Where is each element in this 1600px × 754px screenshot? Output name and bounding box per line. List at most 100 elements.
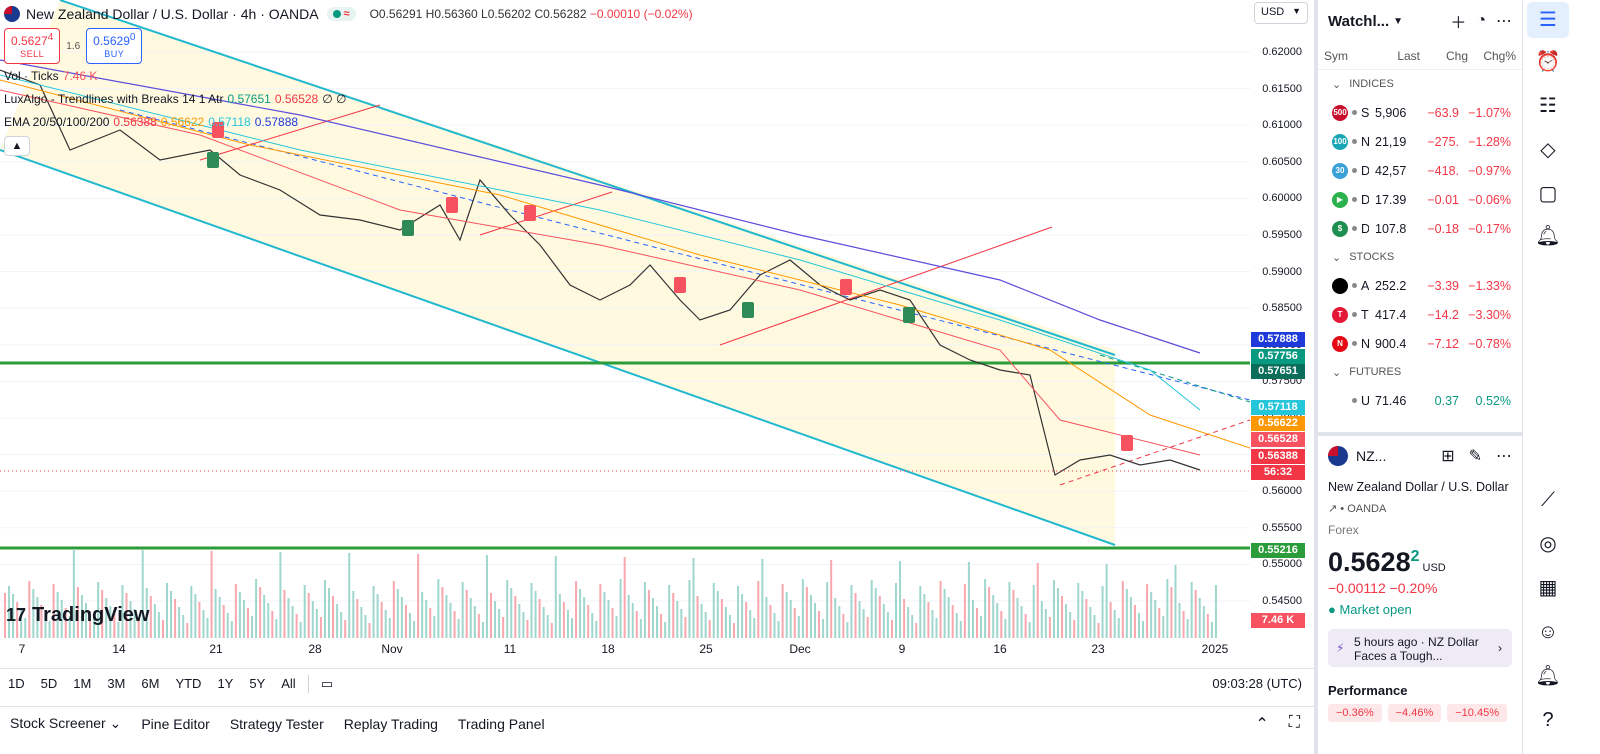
details-exchange[interactable]: ↗ • OANDA — [1328, 502, 1512, 515]
watchlist-icon[interactable]: ☰ — [1527, 2, 1569, 38]
volume-bar — [643, 582, 646, 638]
details-symbol[interactable]: NZ... — [1356, 448, 1387, 464]
chevron-up-icon[interactable]: ⌃ — [1255, 715, 1269, 733]
maximize-icon[interactable]: ⛶ — [1288, 713, 1300, 731]
watchlist-row[interactable]: N N 900.4 −7.12 −0.78% — [1318, 329, 1522, 358]
tab-strategy-tester[interactable]: Strategy Tester — [229, 715, 324, 732]
volume-bar — [425, 600, 428, 638]
volume-bar — [870, 580, 873, 638]
column-header[interactable]: Chg% — [1483, 48, 1516, 63]
volume-bar — [980, 616, 983, 638]
volume-bar — [967, 562, 970, 638]
details-price-main: 0.5628 — [1328, 547, 1411, 577]
symbol-title[interactable]: New Zealand Dollar / U.S. Dollar · 4h · … — [26, 6, 319, 22]
watchlist-row[interactable]: T T 417.4 −14.2 −3.30% — [1318, 300, 1522, 329]
volume-bar — [32, 589, 35, 638]
utc-clock[interactable]: 09:03:28 (UTC) — [1212, 676, 1302, 691]
indicator-volume[interactable]: Vol · Ticks 7.46 K — [4, 69, 97, 83]
watchlist-row[interactable]: US 71.46 0.37 0.52% — [1318, 386, 1522, 415]
watchlist-title[interactable]: Watchl... ▼ — [1328, 13, 1403, 30]
range-6m[interactable]: 6M — [141, 676, 160, 691]
people-icon[interactable]: ☺ — [1537, 621, 1559, 643]
market-status-pill[interactable]: ≈ — [326, 7, 356, 21]
help-icon[interactable]: ? — [1542, 709, 1554, 731]
range-1d[interactable]: 1D — [8, 676, 25, 691]
column-header[interactable]: Sym — [1324, 48, 1348, 63]
range-1m[interactable]: 1M — [73, 676, 92, 691]
column-header[interactable]: Last — [1397, 48, 1420, 63]
watchlist-row[interactable]: $ DX 107.8 −0.18 −0.17% — [1318, 214, 1522, 243]
currency-select[interactable]: USD ▼ — [1254, 2, 1308, 24]
section-stocks[interactable]: ⌄ STOCKS — [1318, 243, 1522, 271]
tab-replay-trading[interactable]: Replay Trading — [343, 715, 438, 732]
volume-bar — [384, 610, 387, 638]
volume-bar — [36, 597, 39, 638]
tab-trading-panel[interactable]: Trading Panel — [457, 715, 545, 732]
volume-bar — [1036, 563, 1039, 638]
section-futures[interactable]: ⌄ FUTURES — [1318, 358, 1522, 386]
watchlist-row[interactable]: 30 D 42,57 −418. −0.97% — [1318, 156, 1522, 185]
watchlist-panel: Watchl... ▼ ＋ ◔ ⋯ Sym Last Chg Chg% ⌄ INDICES… — [1314, 0, 1522, 754]
object-tree-icon[interactable]: ☷ — [1539, 95, 1557, 117]
advanced-view-icon[interactable]: ◔ — [1476, 12, 1486, 29]
column-header[interactable]: Chg — [1445, 48, 1468, 63]
range-ytd[interactable]: YTD — [175, 676, 202, 691]
sell-price: 0.5627 — [11, 34, 48, 48]
section-indices[interactable]: ⌄ INDICES — [1318, 70, 1522, 98]
chart-canvas[interactable] — [0, 0, 1250, 640]
status-dot-icon: ● — [1328, 602, 1340, 617]
calendar-icon[interactable]: ▦ — [1538, 577, 1558, 599]
price-scale-label: 0.56000 — [1262, 485, 1302, 498]
bell-icon[interactable]: 🔔︎ — [1535, 225, 1561, 247]
tab-stock-screener[interactable]: Stock Screener ⌄ — [10, 715, 122, 731]
range-1y[interactable]: 1Y — [217, 676, 234, 691]
indicator-luxalgo[interactable]: LuxAlgo - Trendlines with Breaks 14 1 At… — [4, 92, 346, 106]
range-all[interactable]: All — [281, 676, 296, 691]
time-scale-label: Nov — [381, 642, 403, 656]
watchlist-row[interactable]: ▶ D 17.39 −0.01 −0.06% — [1318, 185, 1522, 214]
watchlist-row[interactable]: 100 N 21,19 −275. −1.28% — [1318, 127, 1522, 156]
performance-badge[interactable]: −0.36% — [1328, 704, 1382, 722]
range-3m[interactable]: 3M — [107, 676, 126, 691]
performance-badge[interactable]: −10.45% — [1447, 704, 1507, 722]
time-scale-label: 25 — [699, 642, 713, 656]
volume-bar — [457, 619, 460, 638]
chart-area[interactable]: New Zealand Dollar / U.S. Dollar · 4h · … — [0, 0, 1340, 680]
change: −63.9 — [1427, 105, 1459, 120]
buy-button[interactable]: 0.56290 BUY — [86, 28, 143, 64]
indicator-ema[interactable]: EMA 20/50/100/200 0.56388 0.56622 0.57118 0.… — [4, 115, 298, 129]
news-bolt-icon: ⚡ — [1336, 641, 1345, 655]
more-icon[interactable]: ⋯ — [1496, 448, 1512, 465]
volume-bar — [190, 586, 193, 638]
range-5y[interactable]: 5Y — [249, 676, 266, 691]
more-icon[interactable]: ⋯ — [1496, 13, 1512, 30]
grid-icon[interactable]: ⊞ — [1441, 448, 1455, 465]
edit-icon[interactable]: ✎ — [1468, 448, 1482, 465]
sell-button[interactable]: 0.56274 SELL — [4, 28, 61, 64]
news-card[interactable]: ⚡ 5 hours ago · NZ Dollar Faces a Tough..… — [1328, 629, 1512, 667]
alarm-clock-icon[interactable]: ⏰ — [1535, 51, 1561, 73]
performance-title: Performance — [1328, 683, 1408, 698]
last-price: 252.2 — [1375, 278, 1407, 293]
volume-bar — [52, 584, 55, 638]
add-symbol-icon[interactable]: ＋ — [1450, 15, 1467, 32]
tab-pine-editor[interactable]: Pine Editor — [141, 715, 210, 732]
time-scale[interactable]: 7 14 21 28 Nov 11 18 25 Dec 9 16 23 2025 — [0, 642, 1250, 660]
volume-bar — [971, 600, 974, 638]
collapse-indicators-button[interactable]: ▲ — [4, 136, 30, 156]
indicator-ema-name: EMA 20/50/100/200 — [4, 115, 110, 129]
volume-bar — [834, 598, 837, 638]
watchlist-row[interactable]: 500 S 5,906 −63.9 −1.07% — [1318, 98, 1522, 127]
volume-bar — [40, 605, 43, 638]
layers-icon[interactable]: ◇ — [1540, 139, 1556, 161]
performance-badge[interactable]: −4.46% — [1387, 704, 1442, 722]
range-5d[interactable]: 5D — [40, 676, 58, 691]
notification-icon[interactable]: 🔔︎ — [1535, 665, 1561, 687]
target-icon[interactable]: ◎ — [1539, 533, 1557, 555]
volume-bar — [801, 579, 804, 638]
date-range-icon[interactable]: ▭ — [320, 675, 333, 691]
pencil-chart-icon[interactable]: ⟋ — [1541, 489, 1555, 511]
chat-icon[interactable]: ▢ — [1538, 183, 1558, 205]
break-marker — [402, 220, 414, 236]
watchlist-row[interactable]: A 252.2 −3.39 −1.33% — [1318, 271, 1522, 300]
